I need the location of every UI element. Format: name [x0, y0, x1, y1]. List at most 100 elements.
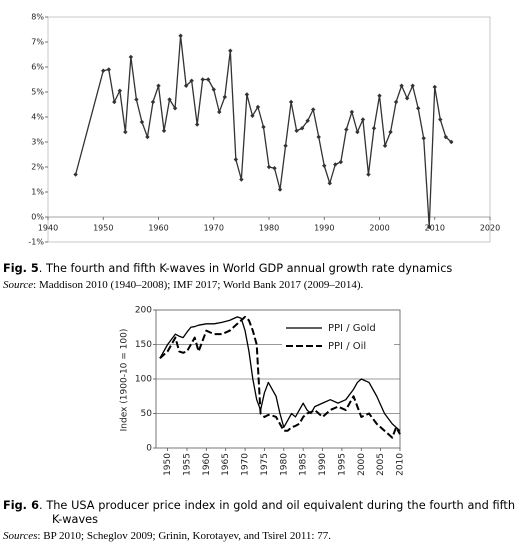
x-tick-label: 1980	[279, 453, 289, 476]
plot-frame	[47, 16, 491, 243]
y-tick-label: 150	[135, 340, 152, 350]
caption-text: . The USA producer price index in gold a…	[38, 499, 515, 526]
y-tick-label: 2%	[31, 163, 44, 172]
source-label: Source	[3, 279, 34, 291]
x-tick-label: 1990	[318, 453, 328, 476]
data-point	[443, 134, 448, 140]
data-point	[233, 157, 239, 162]
x-tick-label: 2010	[396, 453, 406, 476]
data-point	[410, 83, 415, 88]
x-tick-label: 2005	[376, 453, 386, 476]
data-point	[228, 48, 233, 53]
data-point	[211, 87, 216, 92]
y-tick-label: 100	[135, 375, 152, 385]
source: Sources: BP 2010; Scheglov 2009; Grinin,…	[3, 530, 518, 542]
x-tick-label: 1965	[221, 453, 231, 476]
data-point	[123, 129, 128, 135]
data-point	[272, 166, 277, 171]
caption-label: Fig. 6	[3, 499, 39, 512]
data-point	[322, 163, 327, 168]
data-point	[183, 83, 189, 88]
data-point	[438, 117, 443, 122]
data-point	[294, 128, 299, 133]
y-tick-label: 0	[146, 444, 152, 454]
y-tick-label: 0%	[31, 213, 44, 222]
y-tick-label: -1%	[28, 238, 44, 247]
data-point	[261, 124, 266, 130]
x-tick-label: 1950	[93, 224, 113, 233]
data-point	[178, 33, 183, 38]
data-point	[239, 177, 244, 182]
caption-text: . The fourth and fifth K-waves in World …	[38, 262, 453, 275]
source-text: : BP 2010; Scheglov 2009; Grinin, Korota…	[37, 530, 331, 542]
x-tick-label: 1990	[314, 224, 334, 233]
data-point	[360, 117, 366, 122]
data-line	[159, 316, 401, 432]
data-point	[250, 113, 255, 118]
data-point	[288, 99, 294, 105]
y-tick-label: 50	[141, 409, 153, 419]
data-point	[117, 88, 123, 93]
x-tick-label: 2010	[425, 224, 445, 233]
data-point	[106, 67, 111, 72]
x-tick-label: 2000	[369, 224, 389, 233]
source-label: Sources	[3, 530, 38, 542]
data-line	[159, 315, 401, 439]
data-point	[344, 127, 349, 132]
data-point	[371, 126, 377, 131]
data-point	[139, 119, 145, 125]
data-point	[327, 181, 332, 186]
data-point	[167, 97, 172, 102]
data-point	[349, 109, 355, 115]
data-point	[299, 126, 305, 131]
x-tick-label: 1985	[299, 453, 309, 476]
data-point	[161, 128, 167, 133]
data-point	[222, 94, 227, 100]
legend-label: PPI / Gold	[328, 323, 376, 334]
data-point	[311, 107, 316, 112]
x-tick-label: 1960	[148, 224, 168, 233]
data-point	[189, 78, 194, 83]
x-tick-label: 2020	[480, 224, 500, 233]
data-point	[244, 92, 250, 97]
data-point	[305, 118, 310, 123]
data-point	[393, 99, 399, 105]
data-point	[172, 106, 178, 111]
data-point	[266, 164, 272, 170]
x-tick-label: 1980	[259, 224, 279, 233]
y-tick-label: 1%	[31, 188, 44, 197]
legend-box	[282, 318, 394, 358]
data-point	[194, 122, 200, 127]
data-point	[355, 129, 360, 135]
y-tick-label: 4%	[31, 113, 44, 122]
data-point	[449, 139, 454, 145]
data-point	[217, 109, 222, 115]
x-tick-label: 1970	[241, 453, 251, 476]
y-tick-label: 7%	[31, 38, 44, 47]
caption: Fig. 6. The USA producer price index in …	[3, 499, 515, 527]
data-point	[200, 77, 205, 82]
data-point	[134, 97, 139, 102]
data-point	[316, 134, 321, 140]
data-point	[206, 77, 211, 82]
caption-label: Fig. 5	[3, 262, 39, 275]
x-tick-label: 1975	[260, 453, 270, 476]
source: Source: Maddison 2010 (1940–2008); IMF 2…	[3, 279, 518, 291]
data-point	[145, 134, 150, 140]
data-point	[427, 224, 432, 230]
data-point	[101, 68, 106, 73]
x-tick-label: 2000	[357, 453, 367, 476]
data-point	[150, 99, 156, 105]
y-tick-label: 200	[135, 306, 152, 316]
caption: Fig. 5. The fourth and fifth K-waves in …	[3, 262, 515, 276]
x-tick-label: 1950	[163, 453, 173, 476]
legend-label: PPI / Oil	[328, 341, 366, 352]
data-point	[156, 83, 161, 88]
data-point	[277, 187, 283, 192]
data-point	[404, 96, 410, 101]
data-point	[333, 162, 338, 167]
x-tick-label: 1940	[38, 224, 58, 233]
y-tick-label: 5%	[31, 88, 44, 97]
